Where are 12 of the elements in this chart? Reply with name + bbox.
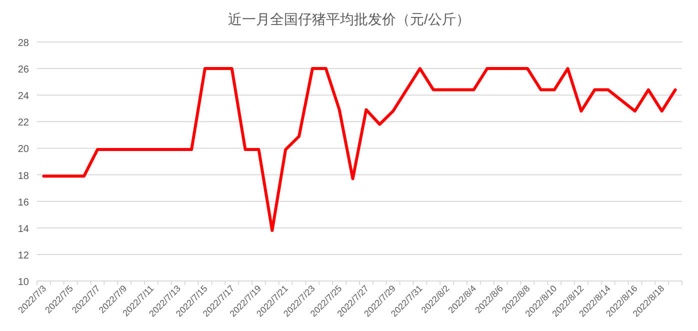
y-tick-label: 24 — [18, 91, 30, 102]
y-tick-label: 28 — [18, 38, 30, 49]
y-tick-label: 26 — [18, 64, 30, 76]
y-tick-label: 14 — [18, 224, 30, 235]
y-tick-label: 16 — [18, 197, 30, 208]
chart-title: 近一月全国仔猪平均批发价（元/公斤） — [228, 11, 470, 27]
y-tick-label: 18 — [18, 170, 30, 182]
y-tick-label: 10 — [18, 277, 30, 288]
y-tick-label: 12 — [18, 250, 30, 262]
y-tick-label: 22 — [18, 118, 30, 129]
y-tick-label: 20 — [18, 144, 30, 156]
line-series — [42, 67, 677, 232]
